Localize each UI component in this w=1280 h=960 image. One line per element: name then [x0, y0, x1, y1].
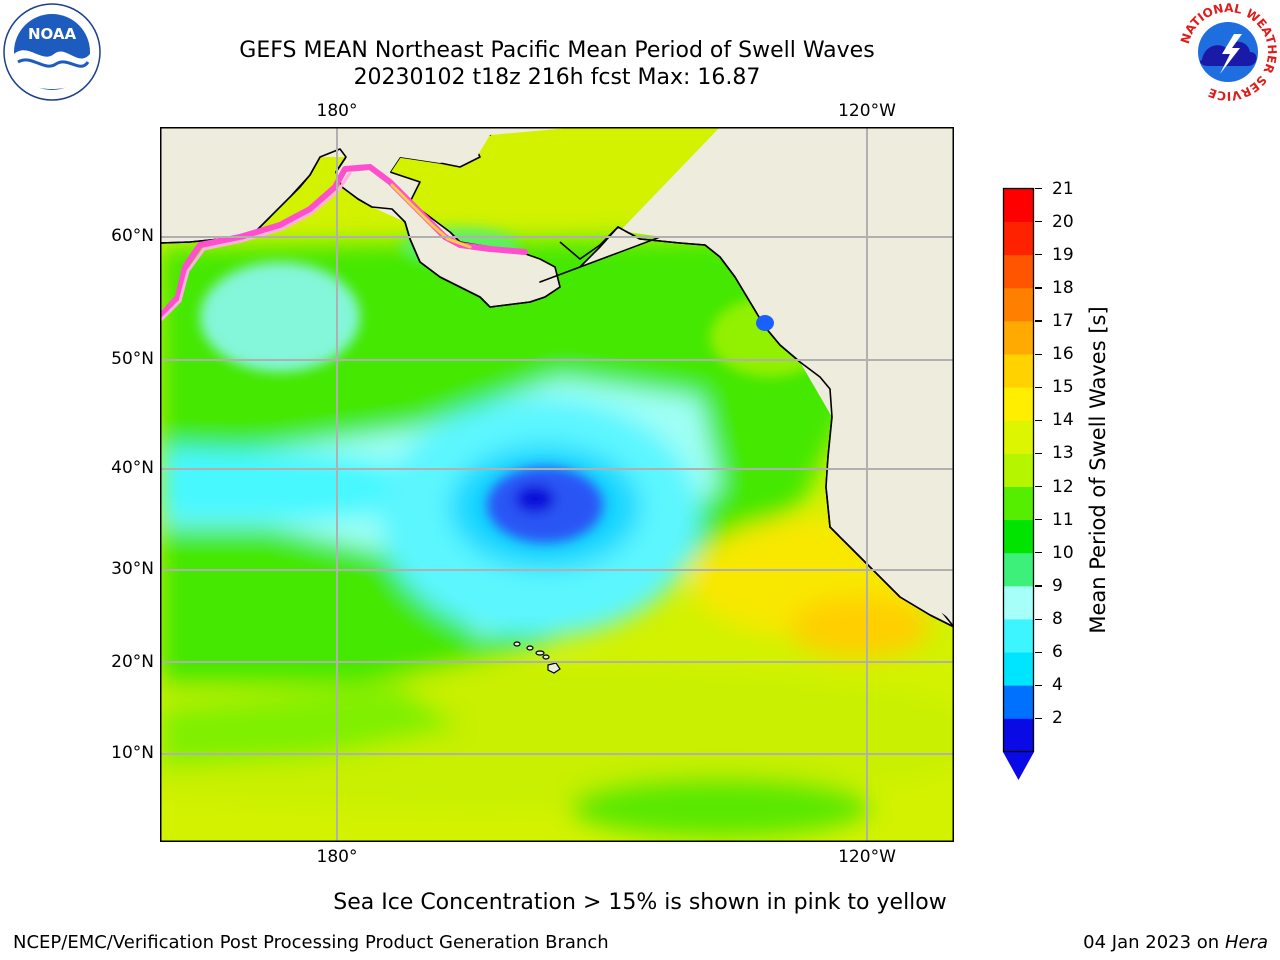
graticule [160, 127, 954, 842]
colorbar-tick-mark [1035, 287, 1042, 289]
colorbar-segment [1003, 519, 1034, 554]
colorbar-tick-label: 4 [1052, 675, 1063, 696]
colorbar-segment [1003, 354, 1034, 388]
colorbar-segments [1003, 188, 1034, 752]
colorbar-segment [1003, 320, 1034, 355]
colorbar-tick-label: 14 [1052, 410, 1074, 431]
colorbar-tick-label: 11 [1052, 509, 1074, 530]
sea-ice-note: Sea Ice Concentration > 15% is shown in … [333, 890, 947, 915]
map-frame [160, 127, 954, 842]
colorbar-segment [1003, 486, 1034, 521]
colorbar-tick-label: 17 [1052, 310, 1074, 331]
colorbar-tick-mark [1035, 386, 1042, 388]
lon-tick-bottom-180: 180° [316, 847, 358, 867]
colorbar-segment [1003, 685, 1034, 719]
colorbar-tick-mark [1035, 552, 1042, 554]
noaa-logo-text: NOAA [28, 25, 77, 43]
lon-tick-top-180: 180° [316, 101, 358, 121]
map-subtitle: 20230102 t18z 216h fcst Max: 16.87 [353, 65, 761, 90]
colorbar-tick-mark [1035, 486, 1042, 488]
colorbar-segment [1003, 718, 1034, 752]
colorbar-tick-mark [1035, 419, 1042, 421]
footer-machine: Hera [1224, 932, 1268, 953]
colorbar-tick-label: 2 [1052, 708, 1063, 729]
colorbar-tick-mark [1035, 452, 1042, 455]
colorbar-segment [1003, 221, 1034, 256]
colorbar-tick-label: 10 [1052, 542, 1074, 563]
colorbar-tick-label: 6 [1052, 642, 1063, 663]
colorbar-tick-label: 13 [1052, 443, 1074, 464]
colorbar-tick-mark [1035, 717, 1042, 720]
colorbar-tick-label: 20 [1052, 211, 1074, 232]
colorbar-segment [1003, 254, 1034, 289]
colorbar-tick-label: 8 [1052, 609, 1063, 630]
colorbar [1002, 187, 1035, 780]
swell-period-map [160, 127, 954, 842]
colorbar-tick-mark [1035, 651, 1042, 653]
colorbar-tick-mark [1035, 254, 1042, 256]
colorbar-tick-mark [1035, 585, 1042, 587]
colorbar-segment [1003, 188, 1034, 223]
colorbar-tick-mark [1035, 618, 1042, 620]
colorbar-label: Mean Period of Swell Waves [s] [1086, 306, 1110, 634]
footer-left: NCEP/EMC/Verification Post Processing Pr… [13, 932, 609, 953]
lat-tick-20n: 20°N [111, 652, 154, 672]
colorbar-segment [1003, 652, 1034, 686]
colorbar-tick-mark [1035, 353, 1042, 355]
colorbar-tick-label: 21 [1052, 178, 1074, 199]
colorbar-tick-mark [1035, 519, 1042, 521]
colorbar-tick-mark [1035, 320, 1042, 322]
colorbar-segment [1003, 387, 1034, 421]
lat-tick-10n: 10°N [111, 743, 154, 763]
lat-tick-30n: 30°N [111, 559, 154, 579]
colorbar-segment [1003, 453, 1034, 487]
colorbar-tick-label: 15 [1052, 377, 1074, 398]
lat-tick-40n: 40°N [111, 458, 154, 478]
colorbar-segment [1003, 552, 1034, 587]
colorbar-tick-label: 18 [1052, 277, 1074, 298]
colorbar-segment [1003, 287, 1034, 322]
colorbar-tick-label: 12 [1052, 476, 1074, 497]
colorbar-extend-arrow [1003, 752, 1034, 780]
nws-logo: NATIONAL WEATHER SERVICE [1178, 2, 1278, 102]
colorbar-segment [1003, 420, 1034, 454]
lat-tick-60n: 60°N [111, 226, 154, 246]
map-title: GEFS MEAN Northeast Pacific Mean Period … [239, 38, 875, 63]
colorbar-tick-label: 9 [1052, 575, 1063, 596]
lon-tick-bottom-120w: 120°W [838, 847, 896, 867]
colorbar-tick-mark [1035, 684, 1042, 686]
footer-right: 04 Jan 2023 on Hera [1083, 932, 1268, 953]
colorbar-tick-mark [1035, 221, 1042, 223]
colorbar-tick-label: 16 [1052, 344, 1074, 365]
lat-tick-50n: 50°N [111, 349, 154, 369]
noaa-logo: NOAA [3, 3, 101, 101]
colorbar-tick-mark [1035, 188, 1042, 190]
lon-tick-top-120w: 120°W [838, 101, 896, 121]
footer-date: 04 Jan 2023 on [1083, 932, 1225, 953]
colorbar-segment [1003, 585, 1034, 620]
colorbar-segment [1003, 619, 1034, 653]
colorbar-tick-label: 19 [1052, 244, 1074, 265]
